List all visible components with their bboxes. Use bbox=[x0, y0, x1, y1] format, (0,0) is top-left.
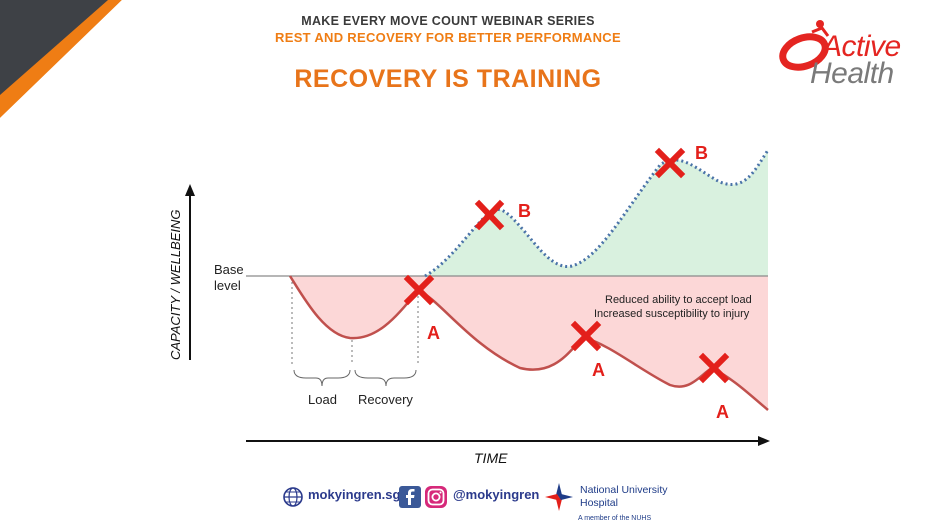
cross-marker-a2 bbox=[570, 320, 602, 352]
note-line2: Increased susceptibility to injury bbox=[594, 308, 750, 320]
y-axis-arrowhead bbox=[185, 184, 195, 196]
recovery-label: Recovery bbox=[358, 392, 413, 407]
marker-label-a2: A bbox=[592, 360, 605, 380]
marker-label-b1: B bbox=[518, 201, 531, 221]
hospital-name-line1: National University bbox=[580, 484, 668, 496]
base-label-line2: level bbox=[214, 278, 241, 293]
base-label-line1: Base bbox=[214, 262, 244, 277]
x-axis-arrowhead bbox=[758, 436, 770, 446]
marker-label-b2: B bbox=[695, 143, 708, 163]
social-handle[interactable]: @mokyingren bbox=[453, 487, 540, 502]
y-axis-label: CAPACITY / WELLBEING bbox=[168, 209, 183, 360]
note-line1: Reduced ability to accept load bbox=[605, 294, 752, 306]
x-axis-label: TIME bbox=[474, 450, 508, 466]
marker-label-a1: A bbox=[427, 323, 440, 343]
corner-decoration bbox=[0, 0, 140, 130]
cross-marker-b1 bbox=[474, 199, 505, 231]
load-brace bbox=[293, 369, 351, 387]
recovery-brace bbox=[354, 369, 417, 387]
hospital-name-line2: Hospital bbox=[580, 497, 618, 509]
webinar-subtitle: REST AND RECOVERY FOR BETTER PERFORMANCE bbox=[275, 30, 621, 45]
cross-marker-a3 bbox=[698, 352, 730, 384]
instagram-icon[interactable] bbox=[425, 486, 447, 508]
hospital-logo-icon bbox=[545, 483, 573, 511]
hospital-tagline: A member of the NUHS bbox=[578, 515, 652, 522]
facebook-icon[interactable] bbox=[399, 486, 421, 508]
logo-word-health: Health bbox=[810, 57, 894, 90]
runner-swoosh-icon bbox=[779, 20, 830, 71]
blue-dotted-line bbox=[424, 149, 770, 278]
globe-icon bbox=[283, 487, 303, 507]
load-label: Load bbox=[308, 392, 337, 407]
marker-label-a3: A bbox=[716, 402, 729, 422]
cross-marker-b2 bbox=[654, 147, 686, 179]
red-area bbox=[290, 276, 768, 410]
logo-word-active: Active bbox=[822, 30, 901, 63]
green-area bbox=[425, 150, 768, 276]
cross-marker-a1 bbox=[403, 274, 435, 306]
series-title: MAKE EVERY MOVE COUNT WEBINAR SERIES bbox=[301, 14, 595, 28]
slide-title: RECOVERY IS TRAINING bbox=[294, 65, 602, 93]
website-link[interactable]: mokyingren.sg bbox=[308, 487, 401, 502]
